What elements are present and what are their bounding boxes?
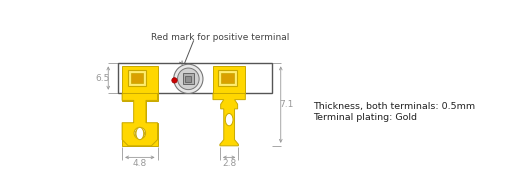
Text: 7.1: 7.1 bbox=[279, 100, 293, 109]
Circle shape bbox=[134, 127, 145, 139]
Bar bbox=[131, 74, 143, 83]
Bar bbox=[122, 66, 157, 93]
Text: Terminal plating: Gold: Terminal plating: Gold bbox=[313, 113, 417, 122]
Bar bbox=[128, 70, 146, 86]
Bar bbox=[134, 101, 146, 123]
Text: Thickness, both terminals: 0.5mm: Thickness, both terminals: 0.5mm bbox=[313, 102, 475, 111]
Circle shape bbox=[136, 129, 144, 137]
Bar bbox=[183, 74, 194, 84]
Text: Red mark for positive terminal: Red mark for positive terminal bbox=[152, 33, 290, 42]
Circle shape bbox=[172, 78, 177, 83]
Circle shape bbox=[178, 68, 199, 90]
Bar bbox=[213, 66, 245, 93]
Bar bbox=[122, 123, 157, 146]
Polygon shape bbox=[213, 93, 245, 146]
Bar bbox=[219, 70, 237, 86]
Ellipse shape bbox=[225, 113, 233, 126]
Bar bbox=[118, 63, 271, 93]
Ellipse shape bbox=[136, 127, 144, 140]
Bar bbox=[122, 93, 157, 101]
Text: 4.8: 4.8 bbox=[133, 159, 147, 168]
Circle shape bbox=[135, 129, 144, 138]
Bar bbox=[221, 74, 234, 83]
Circle shape bbox=[174, 64, 203, 93]
Text: 6.5: 6.5 bbox=[96, 74, 110, 82]
Bar bbox=[185, 76, 191, 82]
Polygon shape bbox=[122, 93, 157, 146]
Text: 2.8: 2.8 bbox=[222, 159, 236, 168]
